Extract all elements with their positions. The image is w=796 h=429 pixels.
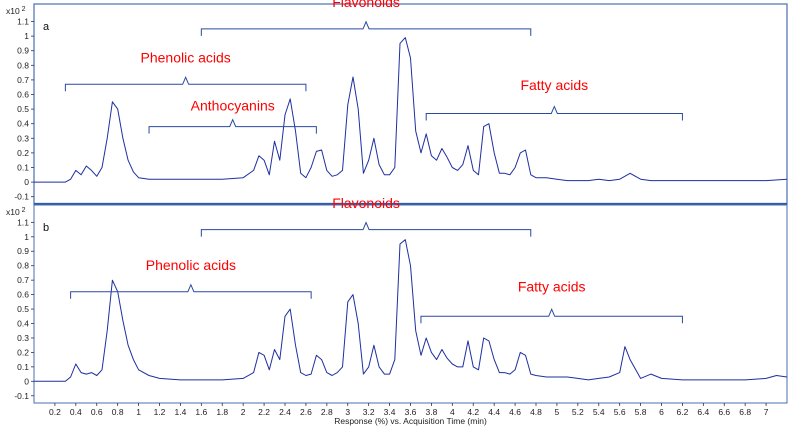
x-tick-label: 0.8 <box>112 407 124 417</box>
group-label: Flavonoids <box>332 195 400 211</box>
y-tick-label: 0.5 <box>17 304 29 314</box>
y-tick-label: 0.3 <box>17 333 29 343</box>
group-label: Flavonoids <box>332 0 400 10</box>
x-tick-label: 2.2 <box>258 407 270 417</box>
x-tick-label: 5.4 <box>593 407 605 417</box>
x-tick-label: 1.4 <box>175 407 187 417</box>
x-tick-label: 2 <box>241 407 246 417</box>
y-tick-label: 0.8 <box>17 60 29 70</box>
panel-letter-a: a <box>43 21 50 33</box>
y-multiplier-label: x10 2 <box>6 207 26 217</box>
group-bracket <box>425 105 683 121</box>
x-tick-label: 0.6 <box>91 407 103 417</box>
x-tick-label: 2.4 <box>279 407 291 417</box>
y-tick-label: 0.6 <box>17 90 29 100</box>
y-tick-label: 0 <box>24 177 29 187</box>
y-tick-label: 0.8 <box>17 261 29 271</box>
group-label: Fatty acids <box>520 77 588 93</box>
x-tick-label: 3 <box>345 407 350 417</box>
x-tick-label: 1 <box>136 407 141 417</box>
y-tick-label: 0.2 <box>17 347 29 357</box>
x-tick-label: 4 <box>450 407 455 417</box>
panel-b: -0.1 0 0.1 0.2 0.3 0.4 0.5 0.6 0.7 0.8 0.9 1 1.1x10 … <box>6 195 788 404</box>
y-multiplier-exponent: 2 <box>20 6 26 13</box>
y-tick-label: 0.9 <box>17 246 29 256</box>
x-tick-label: 6 <box>659 407 664 417</box>
y-tick-label: 1.1 <box>17 17 29 27</box>
x-tick-label: 6.2 <box>677 407 689 417</box>
group-bracket <box>200 221 532 237</box>
y-tick-label: 0.3 <box>17 133 29 143</box>
y-tick-label: 0.5 <box>17 104 29 114</box>
x-tick-label: 3.6 <box>405 407 417 417</box>
y-tick-label: 0.2 <box>17 148 29 158</box>
x-tick-label: 6.8 <box>739 407 751 417</box>
y-tick-label: 1 <box>24 232 29 242</box>
x-tick-label: 5.8 <box>635 407 647 417</box>
x-tick-label: 4.2 <box>467 407 479 417</box>
group-label: Phenolic acids <box>141 49 231 65</box>
y-tick-label: 0.4 <box>17 319 29 329</box>
x-tick-label: 2.6 <box>300 407 312 417</box>
group-bracket <box>64 76 307 92</box>
y-tick-label: -0.1 <box>14 391 29 401</box>
group-label: Phenolic acids <box>146 257 236 273</box>
x-tick-label: 3.2 <box>363 407 375 417</box>
group-bracket <box>420 308 683 324</box>
y-multiplier-base: x10 <box>6 207 20 217</box>
y-tick-label: 0.1 <box>17 362 29 372</box>
group-label: Anthocyanins <box>191 98 275 114</box>
group-bracket <box>148 118 317 134</box>
x-tick-label: 4.4 <box>488 407 500 417</box>
x-tick-label: 4.6 <box>509 407 521 417</box>
x-tick-label: 5.2 <box>572 407 584 417</box>
y-tick-label: 1 <box>24 31 29 41</box>
panel-frame-b <box>33 204 788 404</box>
y-tick-label: 0.9 <box>17 46 29 56</box>
panel-letter-b: b <box>43 222 49 234</box>
y-tick-label: -0.1 <box>14 192 29 202</box>
trace-line-b <box>34 239 788 382</box>
x-tick-label: 4.8 <box>530 407 542 417</box>
y-tick-label: 0.4 <box>17 119 29 129</box>
y-tick-label: 0 <box>24 376 29 386</box>
y-tick-label: 0.7 <box>17 75 29 85</box>
y-tick-label: 1.1 <box>17 217 29 227</box>
x-tick-label: 6.6 <box>718 407 730 417</box>
x-tick-label: 5 <box>555 407 560 417</box>
y-multiplier-exponent: 2 <box>20 207 26 214</box>
x-tick-label: 7 <box>764 407 769 417</box>
y-multiplier-label: x10 2 <box>6 6 26 16</box>
group-bracket <box>200 20 532 36</box>
x-tick-label: 2.8 <box>321 407 333 417</box>
x-tick-label: 3.4 <box>384 407 396 417</box>
x-tick-label: 0.4 <box>70 407 82 417</box>
x-axis-label: Response (%) vs. Acquisition Time (min) <box>334 416 487 426</box>
y-multiplier-base: x10 <box>6 6 20 16</box>
y-tick-label: 0.7 <box>17 275 29 285</box>
x-tick-label: 3.8 <box>426 407 438 417</box>
y-tick-label: 0.6 <box>17 290 29 300</box>
panel-a: -0.1 0 0.1 0.2 0.3 0.4 0.5 0.6 0.7 0.8 0.9 1 1.1x10 … <box>6 0 788 206</box>
x-tick-label: 0.2 <box>49 407 61 417</box>
x-tick-label: 1.8 <box>216 407 228 417</box>
x-tick-label: 1.2 <box>154 407 166 417</box>
x-tick-label: 6.4 <box>697 407 709 417</box>
x-tick-label: 5.6 <box>614 407 626 417</box>
panel-frame-a <box>33 3 788 205</box>
trace-line-a <box>34 37 788 183</box>
group-bracket <box>70 283 312 299</box>
group-label: Fatty acids <box>518 279 586 295</box>
x-tick-label: 1.6 <box>195 407 207 417</box>
y-tick-label: 0.1 <box>17 163 29 173</box>
